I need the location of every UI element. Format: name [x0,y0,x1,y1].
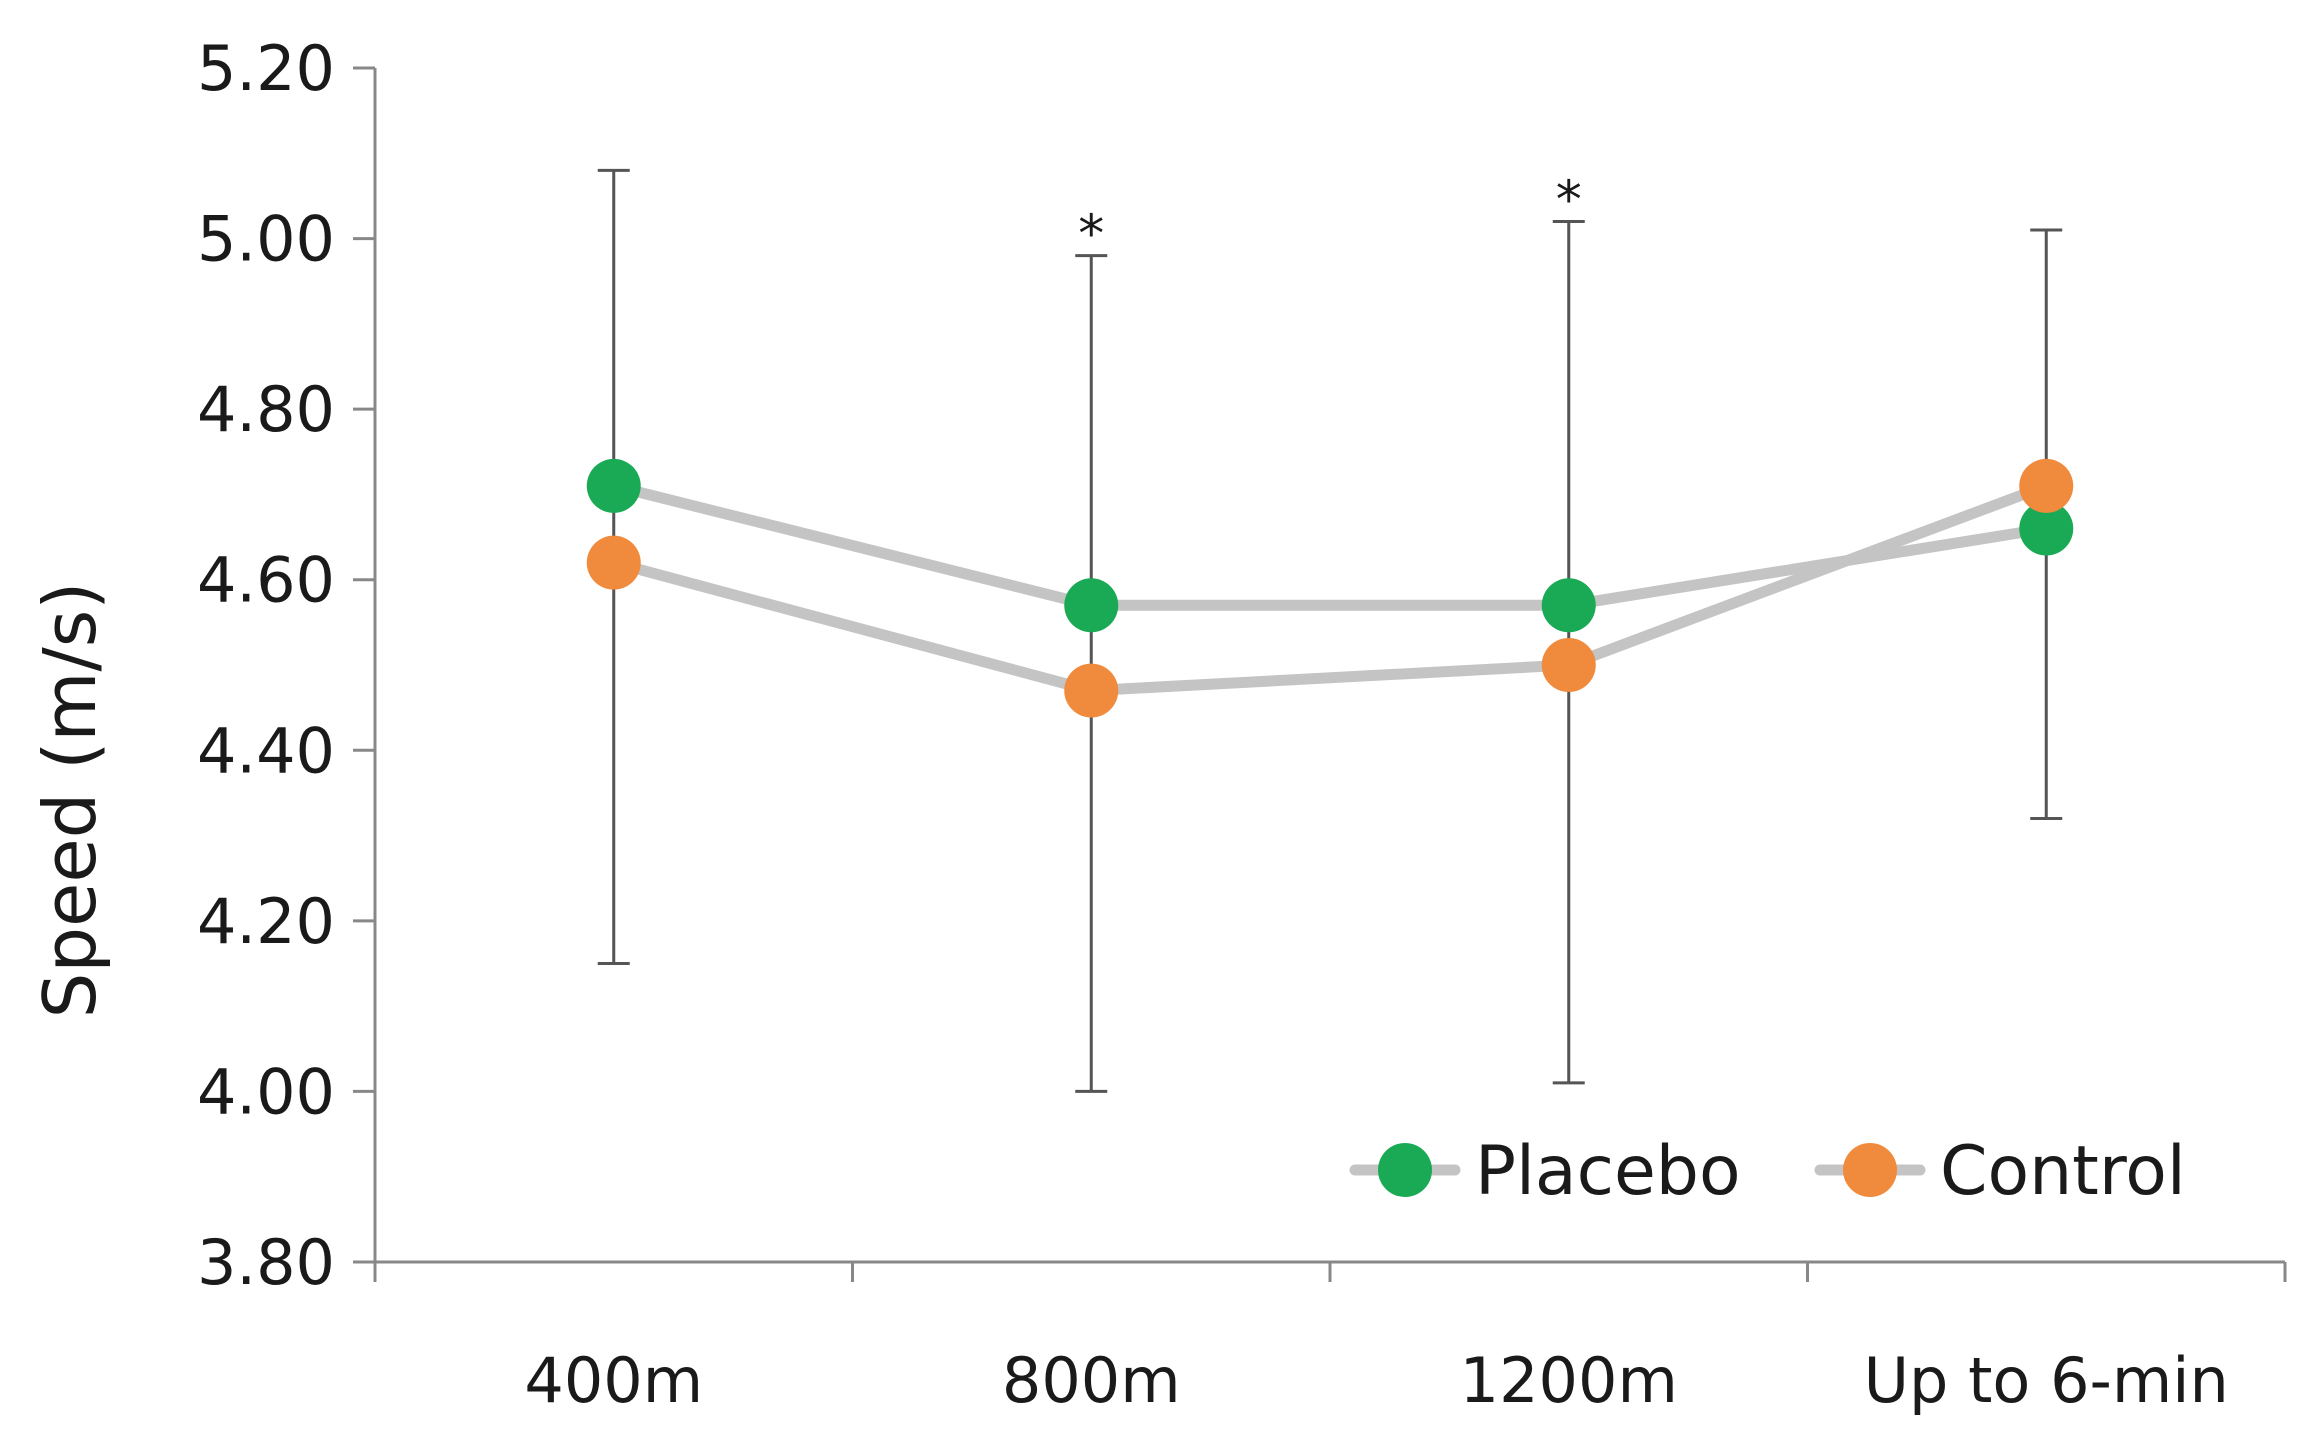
x-tick-label: 1200m [1460,1344,1678,1417]
y-axis-title: Speed (m/s) [28,582,112,1019]
marker-control [586,535,641,590]
y-tick-label: 5.00 [197,203,335,276]
legend-label-control: Control [1940,1132,2186,1211]
y-tick-label: 4.80 [197,373,335,446]
y-tick-label: 3.80 [197,1226,335,1299]
y-tick-labels: 3.80 4.00 4.20 4.40 4.60 4.80 5.00 5.20 [197,32,335,1299]
legend: Placebo Control [1349,1132,2186,1211]
x-tick-label: 800m [1002,1344,1181,1417]
error-bars [597,168,2063,1093]
series-line-control [608,480,2052,697]
marker-control [2019,458,2074,513]
x-tick-label: Up to 6-min [1864,1344,2229,1417]
marker-placebo [586,458,641,513]
y-tick-label: 4.40 [197,714,335,787]
marker-placebo [1064,578,1119,633]
x-tick-labels: 400m 800m 1200m Up to 6-min [524,1344,2228,1417]
series-markers [586,458,2074,718]
significance-asterisk: * [1556,170,1582,230]
axes [353,66,2287,1282]
marker-control [1064,663,1119,718]
legend-marker-placebo [1378,1143,1432,1197]
series-line-placebo [608,480,2052,611]
marker-placebo [1541,578,1596,633]
y-tick-label: 4.00 [197,1055,335,1128]
y-tick-label: 5.20 [197,32,335,105]
marker-placebo [2019,501,2074,556]
y-tick-label: 4.20 [197,885,335,958]
marker-control [1541,638,1596,692]
y-tick-label: 4.60 [197,544,335,617]
annotations: ** [1078,170,1582,264]
x-tick-label: 400m [524,1344,703,1417]
legend-label-placebo: Placebo [1475,1132,1741,1211]
significance-asterisk: * [1078,205,1104,265]
series-lines [608,480,2052,697]
legend-marker-control [1843,1143,1897,1197]
